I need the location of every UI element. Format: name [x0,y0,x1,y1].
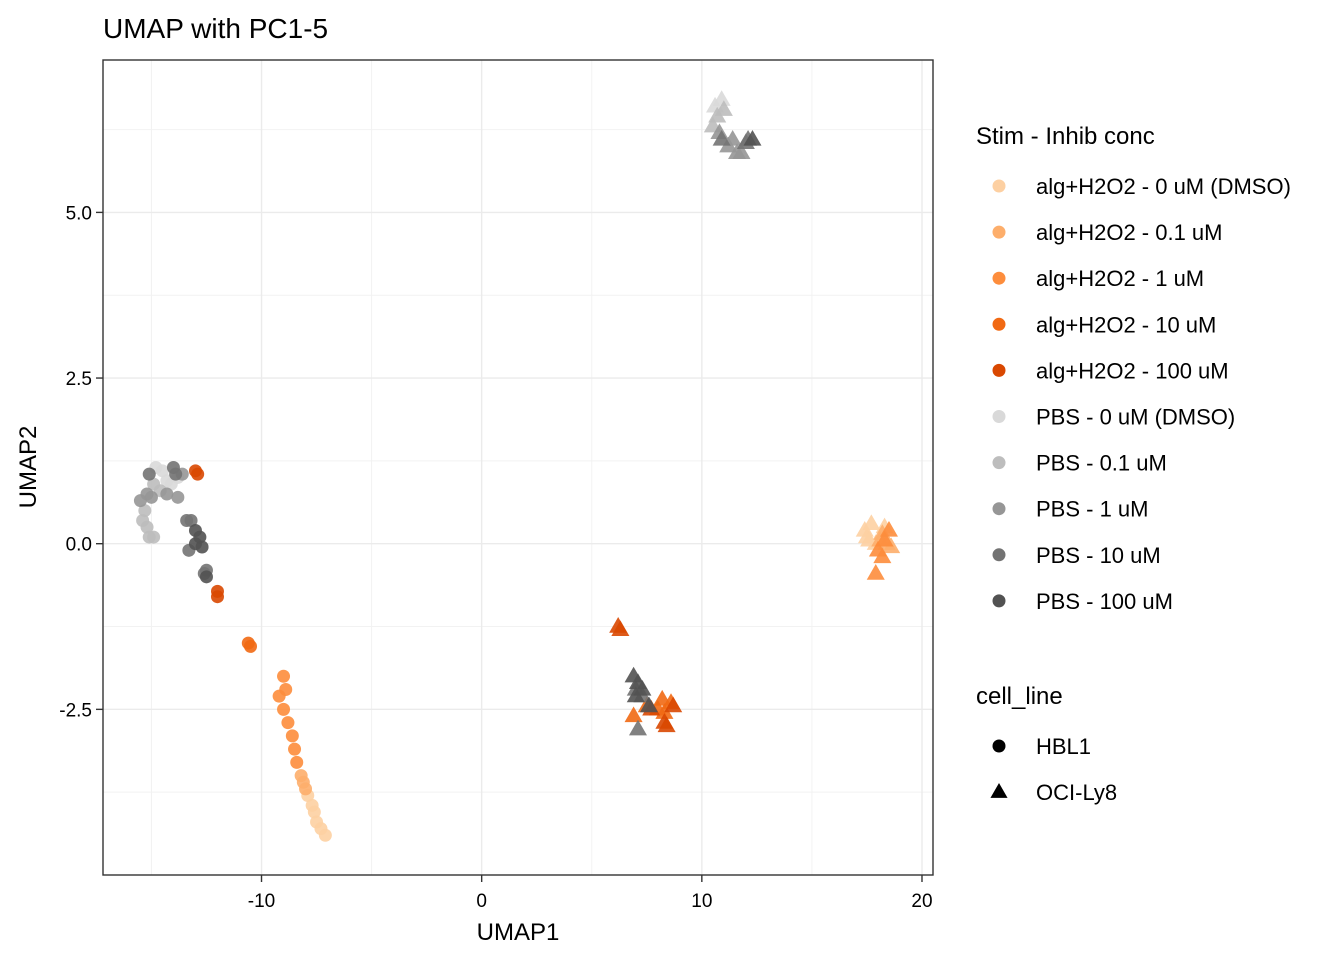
point-hbl1 [244,639,258,653]
shape-legend-entries: HBL1 OCI-Ly8 [990,734,1117,805]
point-hbl1 [290,755,304,769]
point-hbl1 [288,742,302,756]
point-oci-ly8 [879,520,898,537]
point-oci-ly8 [657,716,676,733]
point-oci-ly8 [732,143,751,159]
x-axis-title: UMAP1 [477,919,560,946]
point-oci-ly8 [862,514,881,530]
point-hbl1 [184,514,198,528]
legend-key-swatch [992,317,1006,331]
legend-label: alg+H2O2 - 1 uM [1036,266,1204,291]
point-oci-ly8 [875,530,894,547]
legend-triangle-icon [990,783,1008,798]
point-oci-ly8 [712,130,731,146]
point-hbl1 [307,805,321,819]
legend-key-swatch [992,271,1006,285]
legend-label: alg+H2O2 - 10 uM [1036,312,1216,337]
point-hbl1 [188,464,202,478]
x-axis: -10 0 10 20 [248,875,933,912]
point-oci-ly8 [714,100,733,116]
plot-panel-border [102,59,934,876]
point-hbl1 [195,540,209,554]
legend-key-swatch [992,410,1006,423]
legend-label: OCI-Ly8 [1036,780,1117,805]
y-tick-label: 5.0 [66,203,92,224]
legend-key-swatch [992,179,1006,193]
point-hbl1 [299,782,313,796]
point-hbl1 [285,729,299,743]
point-oci-ly8 [653,689,672,706]
x-tick-label: 0 [476,891,487,912]
legend-label: PBS - 1 uM [1036,497,1148,522]
point-oci-ly8 [624,706,643,723]
legend-key-swatch [992,502,1006,516]
legend-label: PBS - 0 uM (DMSO) [1036,405,1235,430]
point-oci-ly8 [628,719,648,736]
legend-key-swatch [992,363,1006,377]
data-points [133,90,901,842]
point-hbl1 [171,490,185,504]
color-legend-entries: alg+H2O2 - 0 uM (DMSO) alg+H2O2 - 0.1 uM a… [992,174,1291,614]
legend-circle-icon [992,739,1006,753]
legend-key-swatch [992,548,1006,562]
legend-key-swatch [992,456,1006,470]
point-oci-ly8 [664,696,683,713]
legend-label: PBS - 100 uM [1036,589,1173,614]
x-tick-label: 20 [911,891,932,912]
point-hbl1 [138,504,152,518]
legend-label: PBS - 10 uM [1036,543,1161,568]
point-hbl1 [155,464,169,478]
point-hbl1 [210,590,224,604]
point-oci-ly8 [743,130,762,146]
point-hbl1 [144,490,158,504]
point-oci-ly8 [873,547,892,564]
point-hbl1 [277,702,291,716]
grid-lines [103,60,933,875]
point-oci-ly8 [866,564,885,580]
y-axis-title: UMAP2 [15,426,42,509]
chart-title: UMAP with PC1-5 [103,13,328,44]
point-hbl1 [140,520,154,534]
y-tick-label: 2.5 [66,369,92,390]
point-oci-ly8 [655,703,674,719]
legend-label: alg+H2O2 - 100 uM [1036,358,1229,383]
point-hbl1 [318,828,332,842]
legend-label: PBS - 0.1 uM [1036,451,1167,476]
legend-label: alg+H2O2 - 0.1 uM [1036,220,1222,245]
point-hbl1 [169,467,183,481]
point-hbl1 [272,689,286,703]
point-hbl1 [147,530,161,544]
y-tick-label: -2.5 [59,700,92,721]
point-hbl1 [277,669,291,683]
legend-label: HBL1 [1036,734,1091,759]
legend: Stim - Inhib conc alg+H2O2 - 0 uM (DMSO)… [976,123,1291,805]
y-tick-label: 0.0 [66,535,92,556]
point-oci-ly8 [712,90,731,106]
legend-key-swatch [992,225,1006,239]
shape-legend-title: cell_line [976,683,1063,710]
y-axis: -2.5 0.0 2.5 5.0 [59,203,103,721]
x-tick-label: -10 [248,891,275,912]
point-oci-ly8 [639,696,659,713]
point-hbl1 [199,570,213,584]
x-tick-label: 10 [691,891,712,912]
legend-key-swatch [992,594,1006,608]
point-hbl1 [160,487,174,501]
point-hbl1 [142,467,156,481]
legend-label: alg+H2O2 - 0 uM (DMSO) [1036,174,1291,199]
color-legend-title: Stim - Inhib conc [976,123,1155,150]
point-hbl1 [281,716,295,730]
point-oci-ly8 [611,620,630,637]
point-oci-ly8 [626,686,645,703]
